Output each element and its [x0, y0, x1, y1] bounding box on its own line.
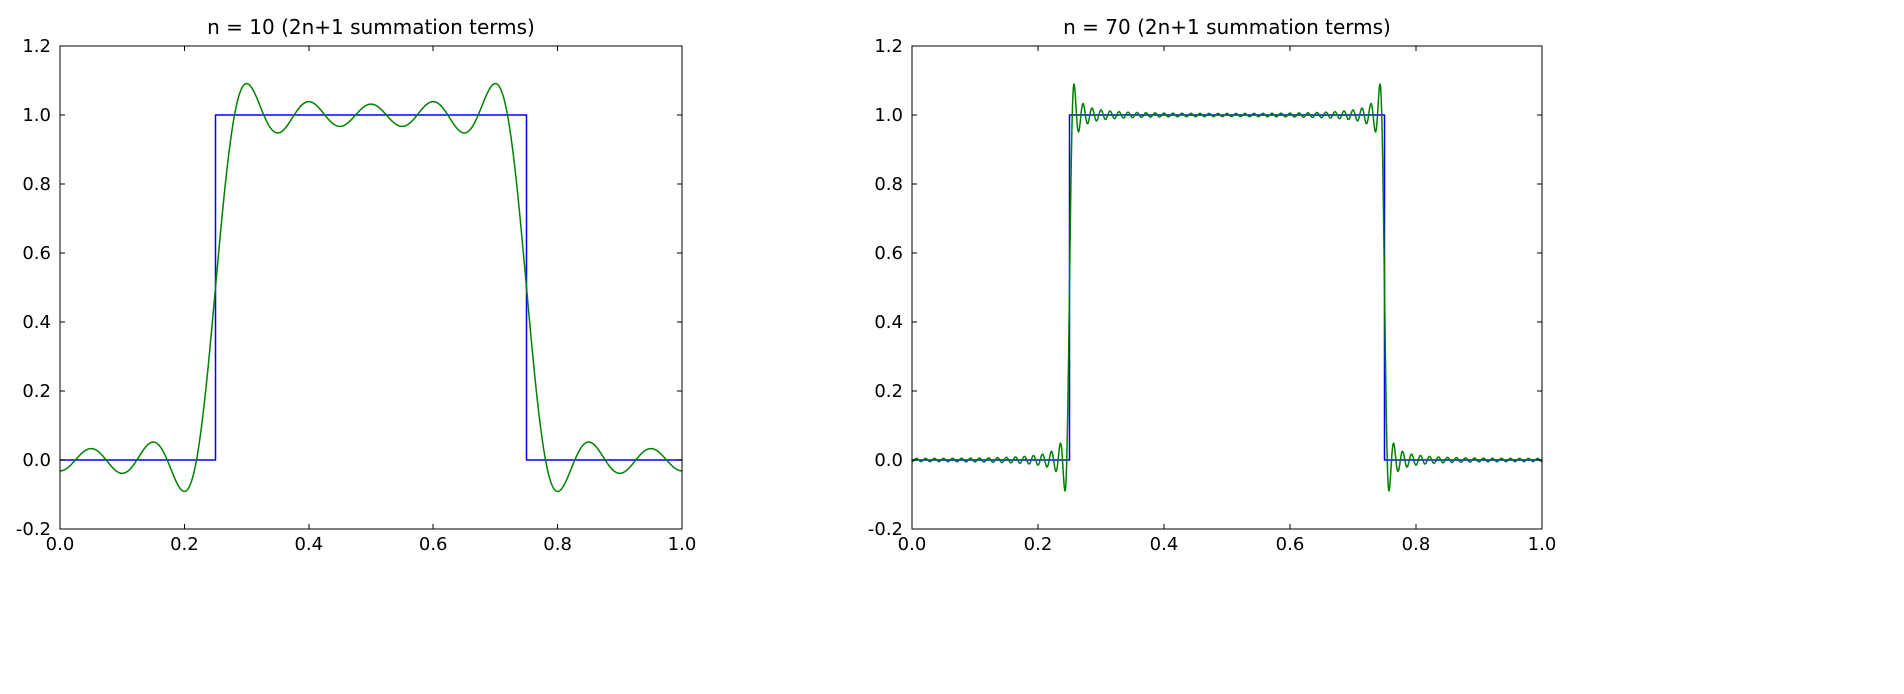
y-tick-label: 0.6	[874, 243, 903, 264]
x-tick-label: 0.0	[898, 534, 927, 555]
x-tick-label: 0.6	[419, 534, 448, 555]
chart-2: 0.0 0.2 0.4 0.6 0.8 1.0-0.20.00.20.40.60.81.0…	[868, 15, 1556, 555]
y-tick-label: 1.2	[22, 36, 51, 57]
square-wave-line	[911, 114, 1543, 461]
y-tick-label: 0.8	[22, 174, 51, 195]
x-tick-label: 0.8	[543, 534, 572, 555]
square-wave-line	[59, 114, 683, 461]
plot-frame	[911, 45, 1543, 530]
x-tick-label: 0.8	[1402, 534, 1431, 555]
x-tick-label: 0.4	[294, 534, 323, 555]
plot-frame	[59, 45, 683, 530]
chart-title: n = 10 (2n+1 summation terms)	[207, 15, 535, 39]
x-tick-label: 1.0	[1528, 534, 1557, 555]
x-tick-label: 0.6	[1276, 534, 1305, 555]
chart-title: n = 70 (2n+1 summation terms)	[1063, 15, 1391, 39]
y-tick-label: -0.2	[868, 519, 903, 540]
x-tick-label: 0.0	[46, 534, 75, 555]
x-tick-label: 1.0	[668, 534, 697, 555]
y-tick-label: 1.0	[874, 105, 903, 126]
fourier-partial-sum-line	[911, 83, 1543, 492]
y-tick-label: 0.8	[874, 174, 903, 195]
y-tick-label: 0.2	[874, 381, 903, 402]
x-tick-label: 0.2	[170, 534, 199, 555]
y-tick-label: 0.0	[874, 450, 903, 471]
y-tick-label: 1.0	[22, 105, 51, 126]
y-tick-label: 0.4	[22, 312, 51, 333]
y-tick-label: 1.2	[874, 36, 903, 57]
fourier-partial-sum-line	[59, 82, 683, 493]
chart-1: 0.0 0.2 0.4 0.6 0.8 1.0-0.20.00.20.40.60.81.0…	[16, 15, 696, 555]
y-tick-label: 0.2	[22, 381, 51, 402]
y-tick-label: 0.0	[22, 450, 51, 471]
x-tick-label: 0.4	[1150, 534, 1179, 555]
y-tick-label: 0.4	[874, 312, 903, 333]
y-tick-label: -0.2	[16, 519, 51, 540]
y-tick-label: 0.6	[22, 243, 51, 264]
x-tick-label: 0.2	[1024, 534, 1053, 555]
